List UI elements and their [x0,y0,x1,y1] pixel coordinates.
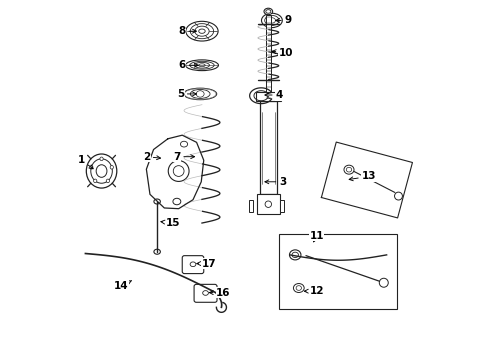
FancyBboxPatch shape [194,284,217,302]
Ellipse shape [265,201,271,207]
Ellipse shape [100,157,103,161]
Bar [256,92,280,101]
Ellipse shape [91,159,112,183]
Ellipse shape [290,250,301,260]
Bar [279,234,397,309]
Text: 12: 12 [304,286,324,296]
Ellipse shape [168,161,189,181]
Ellipse shape [394,192,402,200]
Text: 3: 3 [265,177,286,187]
Text: 7: 7 [173,152,195,162]
Ellipse shape [184,88,217,100]
Ellipse shape [379,278,388,287]
Text: 6: 6 [179,60,198,70]
Text: 16: 16 [209,288,231,298]
Ellipse shape [294,284,304,292]
FancyBboxPatch shape [182,256,204,274]
Ellipse shape [190,262,196,267]
Bar [280,201,284,212]
Ellipse shape [86,154,117,188]
Text: 8: 8 [179,26,196,36]
Ellipse shape [154,249,160,254]
Ellipse shape [264,8,272,15]
Ellipse shape [203,291,208,295]
Ellipse shape [262,13,282,28]
Ellipse shape [173,166,184,176]
Text: 11: 11 [310,231,324,242]
Ellipse shape [110,166,113,169]
Bar [257,194,280,214]
Ellipse shape [186,60,219,71]
Ellipse shape [106,179,109,183]
Text: 15: 15 [161,218,180,228]
Text: 4: 4 [265,90,283,100]
Ellipse shape [292,252,298,257]
Ellipse shape [180,141,188,147]
Bar [249,201,253,212]
Ellipse shape [186,21,218,41]
Ellipse shape [173,198,181,205]
Ellipse shape [296,286,301,291]
Text: 2: 2 [143,152,161,162]
Bar [260,101,277,194]
Text: 9: 9 [276,15,292,26]
Text: 10: 10 [272,48,294,58]
Ellipse shape [344,165,354,174]
Bar [266,15,270,101]
Text: 1: 1 [78,155,93,169]
Text: 13: 13 [349,171,376,181]
Ellipse shape [96,165,107,177]
Ellipse shape [90,166,93,169]
Ellipse shape [94,179,97,183]
Text: 5: 5 [177,89,196,99]
Ellipse shape [154,199,160,204]
Text: 14: 14 [114,280,132,291]
Text: 17: 17 [197,258,217,269]
